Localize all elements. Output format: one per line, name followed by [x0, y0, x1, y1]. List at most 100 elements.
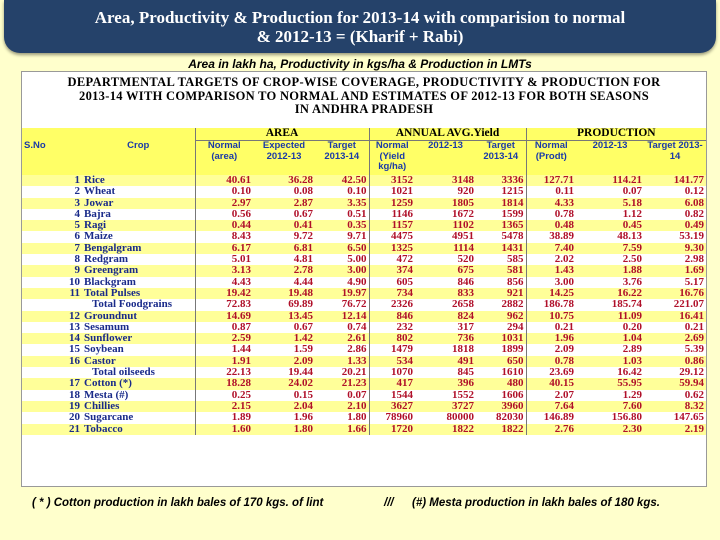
col-prod-normal: Normal (Prodt) — [525, 140, 577, 175]
cell-yield-normal: 1720 — [368, 423, 415, 435]
row-crop: Wheat — [82, 186, 195, 198]
cell-prod-2012: 0.45 — [576, 220, 645, 232]
cell-yield-normal: 802 — [368, 333, 415, 345]
cell-area-target: 0.74 — [315, 321, 369, 334]
cell-prod-target: 59.94 — [644, 378, 706, 390]
cell-prod-target: 141.77 — [644, 175, 706, 187]
row-sno: 9 — [22, 265, 82, 277]
cell-yield-target: 581 — [476, 265, 527, 277]
row-sno: 7 — [22, 242, 82, 255]
table-row: 14 Sunflower 2.59 1.42 2.61 802 736 1031 1.96 1.0… — [22, 333, 706, 345]
cell-prod-2012: 1.88 — [576, 265, 645, 277]
cell-area-normal: 4.43 — [194, 276, 253, 288]
cell-area-normal: 19.42 — [194, 287, 253, 300]
cell-prod-normal: 7.40 — [525, 242, 577, 255]
cell-yield-normal: 4475 — [368, 231, 415, 243]
cell-prod-2012: 7.59 — [576, 242, 645, 255]
cell-yield-normal: 1146 — [368, 208, 415, 221]
cell-yield-target: 585 — [476, 254, 527, 266]
table-row: 11 Total Pulses 19.42 19.48 19.97 734 833 921 14… — [22, 287, 706, 300]
cell-prod-2012: 156.80 — [576, 412, 645, 424]
cell-yield-normal: 1021 — [368, 186, 415, 198]
cell-yield-normal: 534 — [368, 355, 415, 368]
cell-area-expected: 2.04 — [253, 400, 315, 413]
cell-prod-target: 9.30 — [644, 242, 706, 255]
row-sno: 14 — [22, 333, 82, 345]
cell-area-normal: 72.83 — [194, 299, 253, 311]
cell-prod-2012: 5.18 — [576, 197, 645, 209]
cell-yield-normal: 1070 — [368, 367, 415, 379]
cell-prod-normal: 0.78 — [525, 208, 577, 221]
row-sno: 15 — [22, 344, 82, 356]
cell-area-target: 21.23 — [315, 378, 369, 390]
cell-area-expected: 1.59 — [253, 344, 315, 356]
cell-area-normal: 1.44 — [194, 344, 253, 356]
table-row: 7 Bengalgram 6.17 6.81 6.50 1325 1114 1431 7.40 7… — [22, 242, 706, 255]
cell-prod-target: 0.49 — [644, 220, 706, 232]
cell-prod-target: 16.76 — [644, 287, 706, 300]
table-row: 5 Ragi 0.44 0.41 0.35 1157 1102 1365 0.48 0.45 0.4… — [22, 220, 706, 232]
cell-prod-normal: 14.25 — [525, 287, 577, 300]
table-row: 6 Maize 8.43 9.72 9.71 4475 4951 5478 38.89 48.13… — [22, 231, 706, 243]
cell-prod-target: 5.17 — [644, 276, 706, 288]
cell-area-normal: 2.97 — [194, 197, 253, 209]
cell-yield-target: 921 — [476, 287, 527, 300]
cell-yield-target: 1899 — [476, 344, 527, 356]
cell-area-normal: 3.13 — [194, 265, 253, 277]
cell-yield-2012: 1114 — [415, 242, 476, 255]
cell-prod-2012: 16.42 — [576, 367, 645, 379]
cell-yield-2012: 3727 — [415, 400, 476, 413]
cell-area-normal: 0.87 — [194, 321, 253, 334]
col-area-expected: Expected 2012-13 — [253, 140, 315, 175]
table-row: 8 Redgram 5.01 4.81 5.00 472 520 585 2.02 2.50 2.9… — [22, 254, 706, 266]
table-row: 1 Rice 40.61 36.28 42.50 3152 3148 3336 127.71 11… — [22, 175, 706, 187]
footnote-cotton: ( * ) Cotton production in lakh bales of… — [32, 497, 324, 509]
cell-prod-target: 2.19 — [644, 423, 706, 435]
cell-yield-2012: 3148 — [415, 175, 476, 187]
col-crop: Crop — [82, 140, 195, 175]
table-row: 3 Jowar 2.97 2.87 3.35 1259 1805 1814 4.33 5.18 6.… — [22, 197, 706, 209]
cell-area-expected: 1.42 — [253, 333, 315, 345]
cell-area-expected: 0.67 — [253, 321, 315, 334]
cell-area-expected: 0.41 — [253, 220, 315, 232]
cell-yield-target: 5478 — [476, 231, 527, 243]
cell-yield-2012: 1818 — [415, 344, 476, 356]
group-yield: ANNUAL AVG.Yield — [368, 128, 527, 141]
cell-area-target: 4.90 — [315, 276, 369, 288]
cell-prod-normal: 0.78 — [525, 355, 577, 368]
cell-yield-2012: 491 — [415, 355, 476, 368]
cell-prod-normal: 2.09 — [525, 344, 577, 356]
row-sno: 10 — [22, 276, 82, 288]
table-row: 15 Soybean 1.44 1.59 2.86 1479 1818 1899 2.09 2.8… — [22, 344, 706, 356]
cell-yield-2012: 1822 — [415, 423, 476, 435]
cell-yield-target: 1822 — [476, 423, 527, 435]
row-crop: Castor — [82, 355, 195, 368]
cell-yield-target: 1431 — [476, 242, 527, 255]
cell-area-normal: 1.89 — [194, 412, 253, 424]
sheet-title-line-2: 2013-14 WITH COMPARISON TO NORMAL AND ES… — [79, 88, 649, 103]
cell-prod-target: 0.82 — [644, 208, 706, 221]
cell-area-target: 20.21 — [315, 367, 369, 379]
cell-prod-normal: 4.33 — [525, 197, 577, 209]
cell-yield-2012: 1672 — [415, 208, 476, 221]
cell-prod-2012: 2.50 — [576, 254, 645, 266]
cell-prod-normal: 127.71 — [525, 175, 577, 187]
cell-area-target: 0.10 — [315, 186, 369, 198]
row-sno: 11 — [22, 287, 82, 300]
banner-line-2: & 2012-13 = (Kharif + Rabi) — [256, 27, 464, 46]
cell-yield-target: 1599 — [476, 208, 527, 221]
cell-prod-normal: 2.07 — [525, 389, 577, 401]
cell-prod-target: 29.12 — [644, 367, 706, 379]
row-sno — [22, 367, 82, 379]
cell-yield-normal: 1157 — [368, 220, 415, 232]
cell-area-expected: 2.87 — [253, 197, 315, 209]
cell-yield-target: 962 — [476, 310, 527, 322]
cell-yield-2012: 4951 — [415, 231, 476, 243]
row-crop: Bengalgram — [82, 242, 195, 255]
col-area-target: Target 2013-14 — [315, 140, 369, 175]
cell-prod-2012: 1.29 — [576, 389, 645, 401]
table-row: 12 Groundnut 14.69 13.45 12.14 846 824 962 10.75… — [22, 310, 706, 322]
cell-area-normal: 40.61 — [194, 175, 253, 187]
table-row: 4 Bajra 0.56 0.67 0.51 1146 1672 1599 0.78 1.12 0.… — [22, 208, 706, 221]
cell-yield-normal: 1325 — [368, 242, 415, 255]
